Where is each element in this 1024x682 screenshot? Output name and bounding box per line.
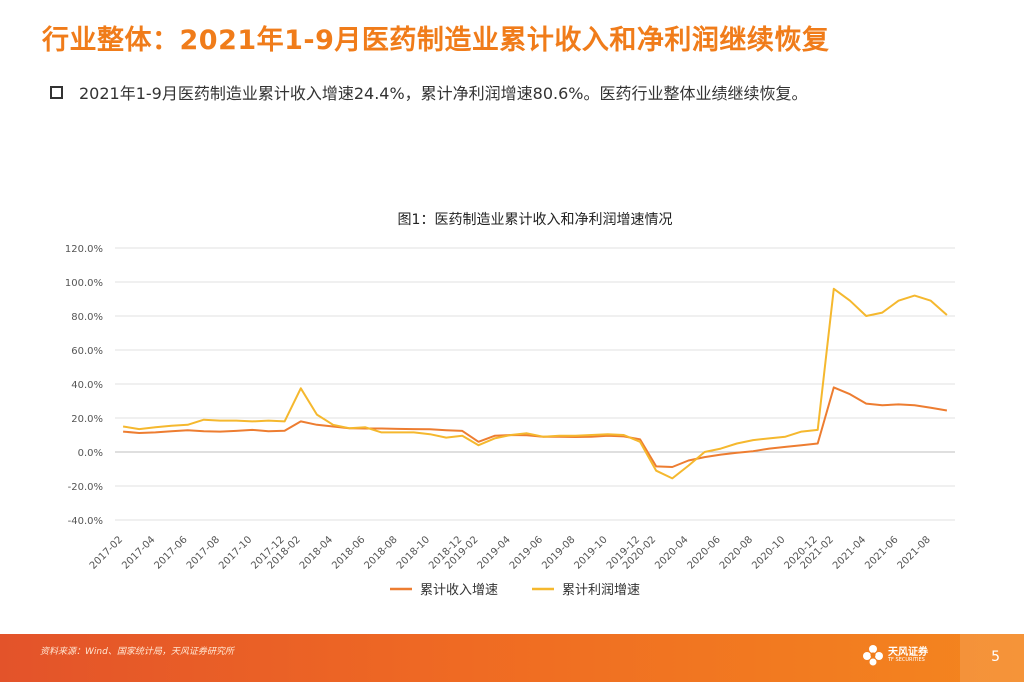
x-tick-label: 2020-04: [653, 534, 690, 571]
y-tick-label: 60.0%: [71, 346, 103, 357]
y-tick-label: 20.0%: [71, 414, 103, 425]
footer-source: 资料来源：Wind、国家统计局，天风证券研究所: [40, 647, 234, 657]
logo-text: 天风证券: [888, 646, 928, 658]
x-tick-label: 2019-10: [572, 534, 609, 571]
logo-subtext: TF SECURITIES: [888, 656, 925, 663]
x-tick-label: 2018-10: [395, 534, 432, 571]
y-tick-label: 0.0%: [78, 448, 103, 459]
x-tick-label: 2019-06: [508, 534, 545, 571]
x-tick-label: 2021-08: [896, 534, 933, 571]
square-bullet-icon: [50, 85, 63, 99]
x-tick-label: 2020-08: [718, 534, 755, 571]
page-title: 行业整体：2021年1-9月医药制造业累计收入和净利润继续恢复: [42, 25, 830, 56]
footer: 资料来源：Wind、国家统计局，天风证券研究所 天风证券 TF SECURITI…: [0, 634, 1024, 682]
y-tick-label: 40.0%: [71, 380, 103, 391]
chart-title: 图1：医药制造业累计收入和净利润增速情况: [398, 212, 673, 228]
x-tick-label: 2021-06: [863, 534, 900, 571]
x-tick-label: 2019-08: [540, 534, 577, 571]
page-number: 5: [991, 649, 1000, 665]
x-tick-label: 2017-08: [185, 534, 222, 571]
x-tick-label: 2020-10: [750, 534, 787, 571]
y-tick-label: -20.0%: [68, 482, 103, 493]
x-tick-label: 2017-06: [152, 534, 189, 571]
flower-logo-icon: [863, 645, 883, 666]
y-tick-label: 80.0%: [71, 312, 103, 323]
y-tick-label: 120.0%: [65, 244, 103, 255]
x-tick-label: 2020-06: [686, 534, 723, 571]
series-line-2: [122, 287, 948, 480]
bullet-point: 2021年1-9月医药制造业累计收入增速24.4%，累计净利润增速80.6%。医…: [50, 80, 808, 104]
bullet-text: 2021年1-9月医药制造业累计收入增速24.4%，累计净利润增速80.6%。医…: [79, 84, 808, 103]
series-line-1: [123, 386, 948, 468]
x-tick-label: 2019-04: [476, 534, 513, 571]
x-tick-label: 2018-04: [298, 534, 335, 571]
line-chart: 图1：医药制造业累计收入和净利润增速情况 -40.0% -20.0% 0.0% 20.0…: [65, 212, 955, 598]
chart: 图1：医药制造业累计收入和净利润增速情况 -40.0% -20.0% 0.0% 20.0…: [40, 205, 980, 615]
logo: 天风证券 TF SECURITIES: [862, 644, 928, 666]
y-tick-label: 100.0%: [65, 278, 103, 289]
legend-label: 累计利润增速: [562, 583, 640, 598]
x-tick-label: 2017-04: [120, 534, 157, 571]
page-number-box: 5: [960, 634, 1024, 682]
legend-label: 累计收入增速: [420, 583, 498, 598]
x-tick-label: 2017-10: [217, 534, 254, 571]
x-tick-label: 2017-02: [88, 534, 125, 571]
x-tick-label: 2018-08: [362, 534, 399, 571]
x-tick-label: 2018-06: [330, 534, 367, 571]
y-tick-label: -40.0%: [68, 516, 103, 527]
x-tick-label: 2021-04: [831, 534, 868, 571]
